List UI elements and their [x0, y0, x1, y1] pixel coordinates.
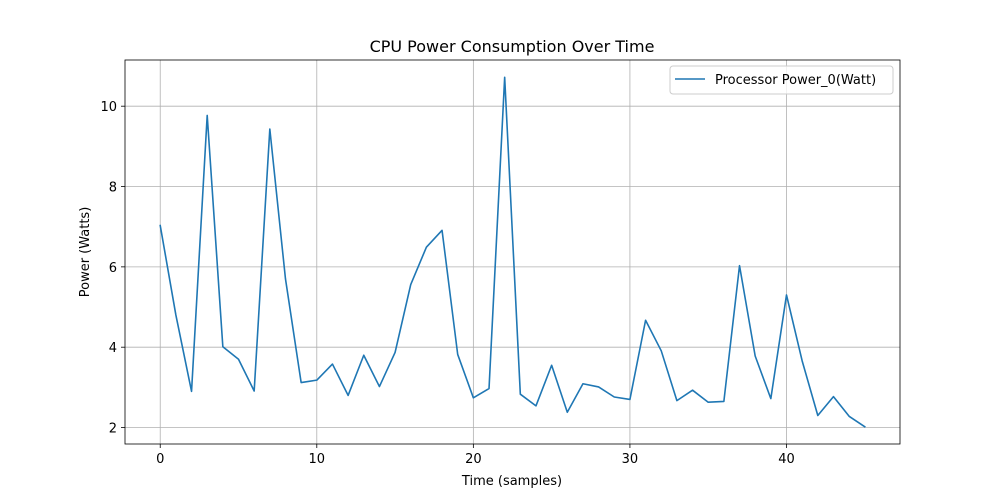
- y-tick-label: 8: [109, 181, 117, 196]
- x-axis-label: Time (samples): [461, 474, 562, 489]
- plot-area-frame: [124, 59, 901, 445]
- y-tick-label: 2: [109, 422, 117, 437]
- y-gridlines: [125, 105, 900, 428]
- legend-label: Processor Power_0(Watt): [715, 73, 876, 88]
- x-axis-ticks: 0 10 20 30 40: [156, 444, 795, 467]
- y-tick-label: 6: [109, 261, 117, 276]
- y-tick-label: 4: [109, 341, 117, 356]
- series-line-processor-power: [159, 76, 866, 428]
- y-axis-label: Power (Watts): [78, 207, 93, 298]
- x-tick-label: 10: [309, 452, 326, 467]
- x-tick-label: 20: [465, 452, 482, 467]
- x-tick-label: 40: [778, 452, 795, 467]
- legend-box: [669, 65, 894, 95]
- x-gridlines: [159, 60, 787, 444]
- y-tick-label: 10: [100, 100, 117, 115]
- legend: Processor Power_0(Watt): [669, 65, 894, 95]
- x-tick-label: 30: [622, 452, 639, 467]
- chart-title: CPU Power Consumption Over Time: [370, 37, 655, 56]
- y-axis-ticks: 2 4 6 8 10: [100, 100, 125, 437]
- x-tick-label: 0: [156, 452, 164, 467]
